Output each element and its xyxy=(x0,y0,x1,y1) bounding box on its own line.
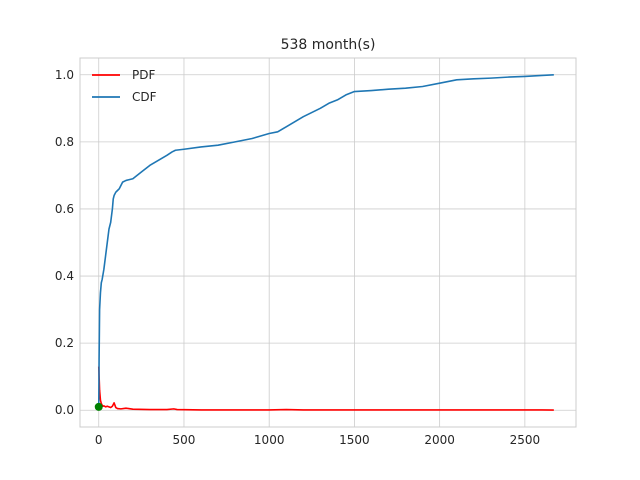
legend-label: CDF xyxy=(132,90,157,104)
plot-background xyxy=(80,58,576,427)
chart-title: 538 month(s) xyxy=(281,37,376,53)
legend-label: PDF xyxy=(132,68,155,82)
y-tick-label: 0.8 xyxy=(55,135,74,149)
x-tick-label: 2500 xyxy=(510,433,541,447)
series-line-cdf xyxy=(97,73,554,407)
plot-frame xyxy=(79,57,577,428)
y-tick-label: 1.0 xyxy=(55,68,74,82)
series-layer xyxy=(94,73,554,411)
point-marker xyxy=(94,402,103,411)
x-tick-label: 0 xyxy=(95,433,103,447)
series-line-pdf xyxy=(97,366,554,411)
y-tick-label: 0.4 xyxy=(55,269,74,283)
tick-labels: 0 500 1000 1500 2000 2500 0.0 0.2 0.4 0.6 0.8 1.0 xyxy=(55,68,540,447)
x-tick-label: 2000 xyxy=(424,433,455,447)
x-tick-label: 1000 xyxy=(254,433,285,447)
y-tick-label: 0.2 xyxy=(55,336,74,350)
y-tick-label: 0.0 xyxy=(55,403,74,417)
x-tick-label: 1500 xyxy=(339,433,370,447)
y-tick-label: 0.6 xyxy=(55,202,74,216)
grid xyxy=(80,58,576,427)
axes-border xyxy=(79,57,577,428)
legend: PDF CDF xyxy=(92,68,157,104)
x-tick-label: 500 xyxy=(173,433,196,447)
plot-area xyxy=(80,58,576,427)
